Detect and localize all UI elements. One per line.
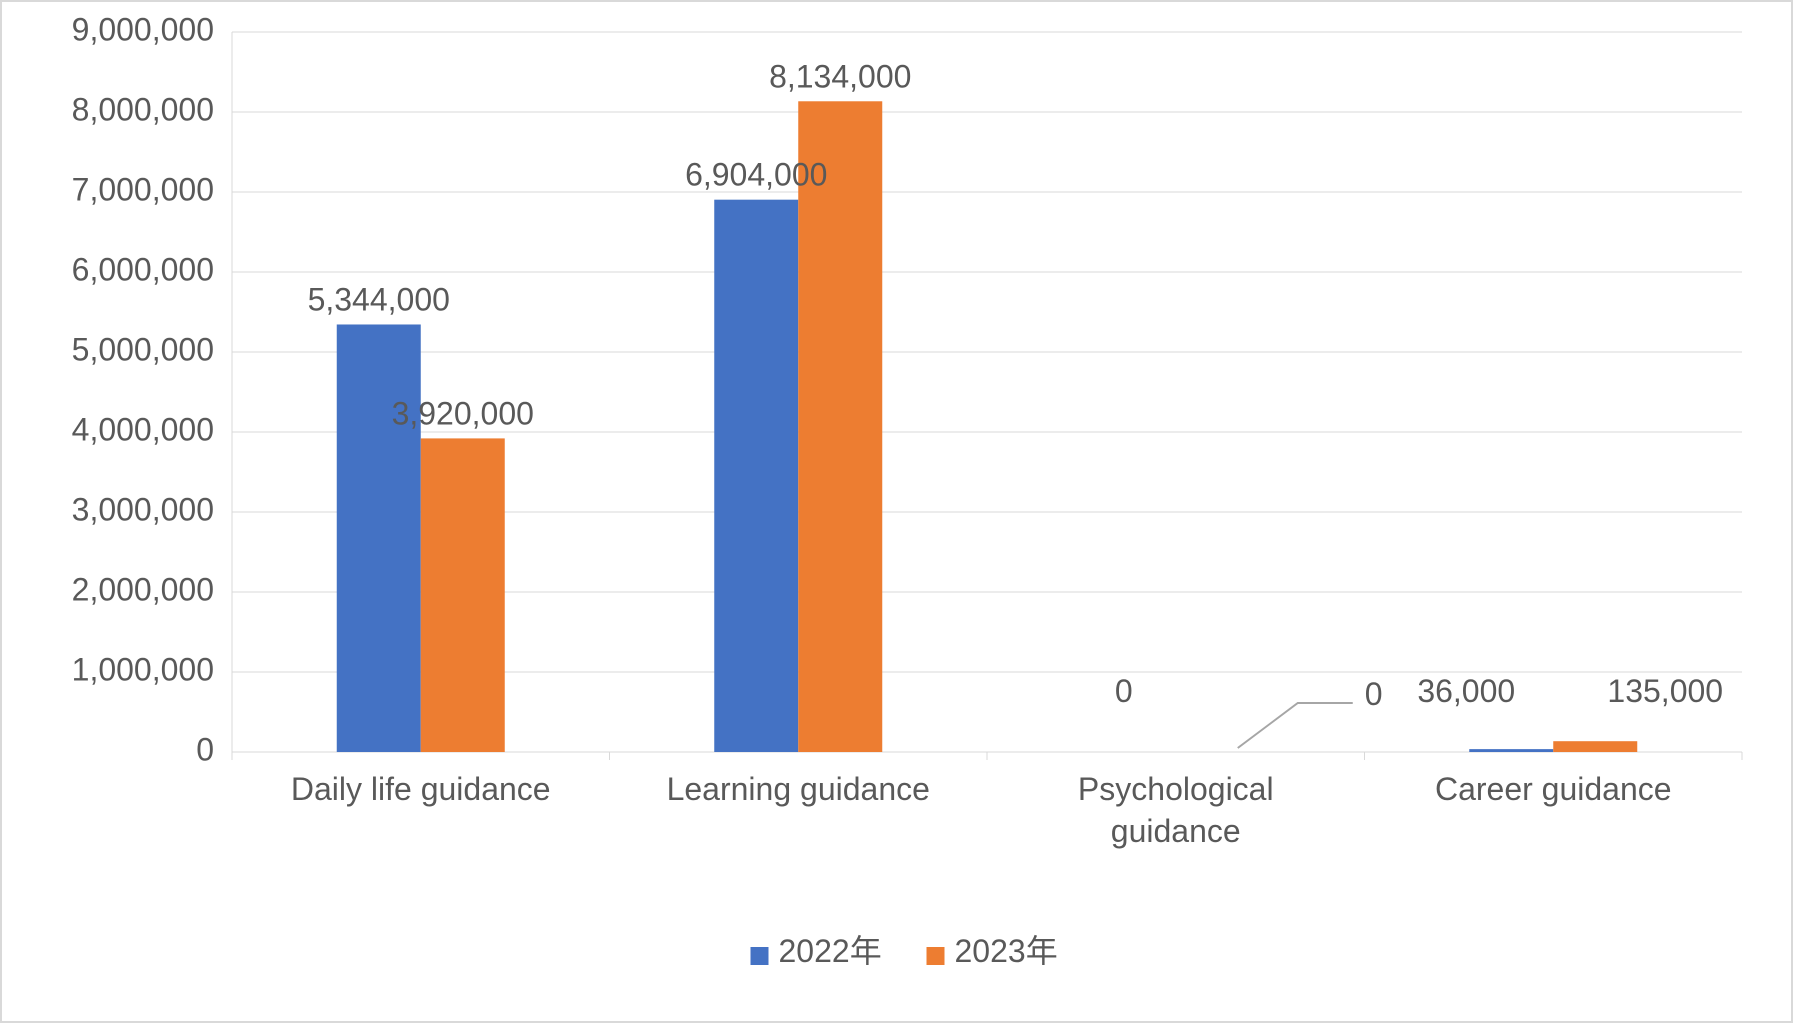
- chart-svg: 0 1,000,000 2,000,000 3,000,000 4,000,000 5,0…: [2, 2, 1791, 1021]
- x-category-label: guidance: [1111, 813, 1241, 849]
- chart-frame: 0 1,000,000 2,000,000 3,000,000 4,000,000 5,0…: [0, 0, 1793, 1023]
- bar-learning-2022: [714, 200, 798, 752]
- legend-marker-2022: [751, 947, 769, 965]
- data-label-learning-2023: 8,134,000: [769, 58, 911, 94]
- data-label-daily-2023: 3,920,000: [392, 395, 534, 431]
- bar-daily-2023: [421, 438, 505, 752]
- bar-career-2023: [1553, 741, 1637, 752]
- legend-marker-2023: [927, 947, 945, 965]
- bar-career-2022: [1469, 749, 1553, 752]
- data-label-daily-2022: 5,344,000: [308, 281, 450, 317]
- x-category-label: Daily life guidance: [291, 771, 551, 807]
- bar-daily-2022: [337, 324, 421, 752]
- y-tick-label: 0: [196, 731, 214, 767]
- y-tick-label: 5,000,000: [72, 331, 214, 367]
- bar-learning-2023: [798, 101, 882, 752]
- y-tick-label: 1,000,000: [72, 651, 214, 687]
- x-category-label: Learning guidance: [667, 771, 930, 807]
- legend-label-2023: 2023年: [955, 933, 1058, 969]
- y-tick-label: 9,000,000: [72, 11, 214, 47]
- data-label-career-2022: 36,000: [1417, 673, 1515, 709]
- y-tick-label: 3,000,000: [72, 491, 214, 527]
- data-label-psych-2023: 0: [1365, 676, 1383, 712]
- y-tick-label: 4,000,000: [72, 411, 214, 447]
- data-label-learning-2022: 6,904,000: [685, 157, 827, 193]
- y-tick-label: 8,000,000: [72, 91, 214, 127]
- data-label-career-2023: 135,000: [1607, 673, 1723, 709]
- y-tick-label: 6,000,000: [72, 251, 214, 287]
- data-label-psych-2022: 0: [1115, 673, 1133, 709]
- y-tick-label: 2,000,000: [72, 571, 214, 607]
- y-tick-label: 7,000,000: [72, 171, 214, 207]
- x-category-label: Career guidance: [1435, 771, 1672, 807]
- x-category-label: Psychological: [1078, 771, 1274, 807]
- legend-label-2022: 2022年: [779, 933, 882, 969]
